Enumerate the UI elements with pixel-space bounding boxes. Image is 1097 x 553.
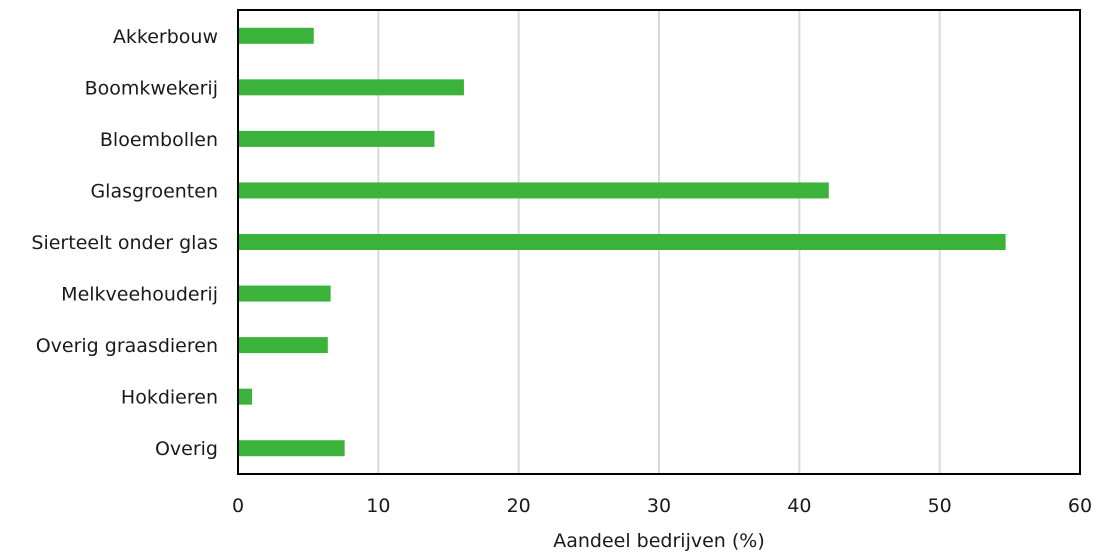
- category-labels: Akkerbouw Boomkwekerij Bloembollen Glasgroe…: [31, 26, 218, 460]
- x-tick-label: 0: [232, 495, 244, 517]
- category-label: Sierteelt onder glas: [31, 232, 218, 254]
- category-label: Hokdieren: [121, 387, 218, 409]
- x-axis-title: Aandeel bedrijven (%): [553, 530, 765, 552]
- bar: [238, 234, 1006, 250]
- bar: [238, 440, 345, 457]
- bar: [238, 388, 253, 405]
- x-tick-label: 10: [366, 495, 390, 517]
- x-tick-label: 30: [647, 495, 671, 517]
- bar: [238, 27, 314, 44]
- bars: [238, 27, 1006, 457]
- x-tick-label: 40: [787, 495, 811, 517]
- bar: [238, 130, 435, 147]
- bar: [238, 182, 829, 199]
- plot-area: [237, 9, 1081, 475]
- bar: [238, 79, 464, 96]
- x-tick-label: 20: [507, 495, 531, 517]
- x-tick-label: 50: [928, 495, 952, 517]
- bar: [238, 337, 328, 354]
- category-label: Boomkwekerij: [85, 77, 218, 99]
- category-label: Akkerbouw: [113, 26, 218, 48]
- category-label: Overig: [155, 438, 218, 460]
- category-label: Melkveehouderij: [61, 284, 218, 306]
- x-tick-labels: 0 10 20 30 40 50 60: [232, 495, 1092, 517]
- category-label: Bloembollen: [100, 129, 218, 151]
- x-tick-label: 60: [1068, 495, 1092, 517]
- category-label: Glasgroenten: [90, 180, 218, 202]
- bar: [238, 285, 331, 302]
- category-label: Overig graasdieren: [36, 335, 218, 357]
